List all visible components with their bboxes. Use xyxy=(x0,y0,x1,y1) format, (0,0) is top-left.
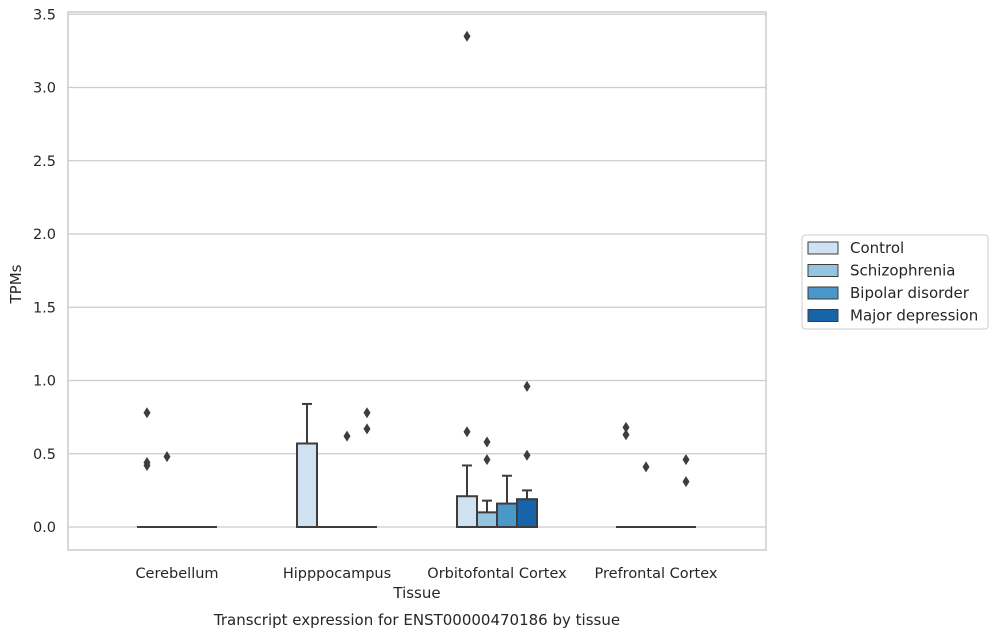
x-axis-label: Tissue xyxy=(392,584,440,602)
x-tick-label: Hipppocampus xyxy=(283,566,391,582)
legend-swatch xyxy=(807,264,839,277)
box-0-3 xyxy=(616,421,636,528)
legend-label: Bipolar disorder xyxy=(850,284,970,302)
box-body xyxy=(476,511,498,528)
outlier-point xyxy=(523,449,531,461)
y-tick-label: 2.5 xyxy=(33,154,56,170)
box-body xyxy=(296,442,318,528)
box-0-0 xyxy=(137,407,157,528)
x-tick-label: Prefrontal Cortex xyxy=(595,566,718,582)
outlier-point xyxy=(463,30,471,42)
legend-label: Schizophrenia xyxy=(850,262,955,280)
legend-swatch xyxy=(807,241,839,255)
box-3-1 xyxy=(357,407,377,528)
y-tick-label: 1.5 xyxy=(33,300,56,316)
outlier-point xyxy=(622,421,630,433)
box-body xyxy=(456,495,478,528)
box-body xyxy=(516,498,538,529)
y-tick-label: 1.0 xyxy=(33,374,56,390)
legend-label: Control xyxy=(850,239,904,257)
y-axis-ticks: 0.0 0.5 1.0 1.5 2.0 2.5 3.0 3.5 xyxy=(33,7,56,536)
box-1-0 xyxy=(157,451,177,528)
plot-area-frame xyxy=(67,11,767,551)
box-body xyxy=(496,502,518,528)
outlier-point xyxy=(483,454,491,466)
legend: Control Schizophrenia Bipolar disorder Majo… xyxy=(801,234,989,330)
y-tick-label: 3.5 xyxy=(33,7,56,23)
outlier-point xyxy=(483,436,491,448)
box-0-1 xyxy=(296,402,318,528)
y-axis-label: TPMs xyxy=(7,264,25,304)
y-tick-label: 0.0 xyxy=(33,520,56,536)
x-axis-ticks: Cerebellum Hipppocampus Orbitofontal Corte… xyxy=(135,566,717,582)
grid-lines xyxy=(68,13,766,528)
outlier-point xyxy=(343,430,351,442)
legend-frame xyxy=(801,234,989,330)
box-1-3 xyxy=(636,461,656,528)
box-series xyxy=(137,30,696,529)
chart-title: Transcript expression for ENST0000047018… xyxy=(213,611,620,629)
y-tick-label: 3.0 xyxy=(33,81,56,97)
outlier-point xyxy=(642,461,650,473)
y-tick-label: 2.0 xyxy=(33,227,56,243)
outlier-point xyxy=(363,423,371,435)
box-1-2 xyxy=(476,436,498,528)
y-tick-label: 0.5 xyxy=(33,447,56,463)
box-2-2 xyxy=(496,474,518,528)
outlier-point xyxy=(463,426,471,438)
box-2-1 xyxy=(337,430,357,528)
box-3-3 xyxy=(676,454,696,528)
outlier-point xyxy=(622,429,630,441)
box-0-2 xyxy=(456,30,478,528)
outlier-point xyxy=(363,407,371,419)
box-3-2 xyxy=(516,380,538,529)
outlier-point xyxy=(682,454,690,466)
outlier-point xyxy=(143,459,151,471)
legend-label: Major depression xyxy=(850,307,978,325)
outlier-point xyxy=(163,451,171,463)
legend-swatch xyxy=(807,309,839,322)
outlier-point xyxy=(143,407,151,419)
outlier-point xyxy=(682,476,690,488)
legend-swatch xyxy=(807,286,839,300)
x-tick-label: Cerebellum xyxy=(135,566,218,582)
x-tick-label: Orbitofontal Cortex xyxy=(427,566,567,582)
outlier-point xyxy=(523,380,531,392)
